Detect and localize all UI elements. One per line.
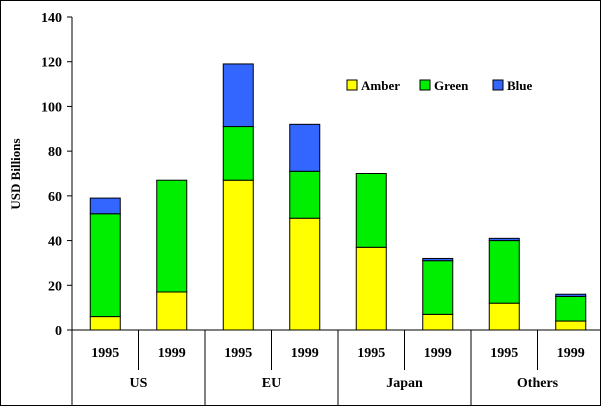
bar-segment-green: [422, 260, 454, 315]
bar-segment-blue: [422, 257, 454, 262]
bar-segment-green: [222, 126, 254, 181]
bar-segment-green: [156, 179, 188, 293]
bar-segment-blue: [555, 293, 587, 297]
x-tick-label: 1995: [357, 346, 385, 361]
x-tick-label: 1999: [557, 346, 585, 361]
legend-swatch-blue: [492, 79, 504, 91]
x-tick-label: 1995: [224, 346, 252, 361]
bar-segment-blue: [289, 123, 321, 172]
legend: Amber Green Blue: [346, 78, 533, 93]
bar-segment-green: [488, 240, 520, 304]
y-axis: 0 20 40 60 80 100 120 140: [41, 11, 73, 339]
y-tick-label: 20: [48, 279, 62, 294]
y-tick-label: 100: [41, 100, 62, 115]
y-tick-label: 120: [41, 56, 62, 71]
y-tick-label: 140: [41, 11, 62, 26]
bar-segment-blue: [89, 197, 121, 215]
x-tick-label: 1999: [291, 346, 319, 361]
x-tick-label: 1995: [91, 346, 119, 361]
group-label: EU: [262, 376, 281, 391]
bars: [89, 63, 587, 331]
y-tick-label: 40: [48, 235, 62, 250]
bar-segment-amber: [222, 179, 254, 331]
bar-segment-green: [355, 173, 387, 248]
bar-segment-green: [89, 213, 121, 318]
x-tick-label: 1995: [490, 346, 518, 361]
legend-label: Amber: [361, 78, 400, 93]
bar-segment-green: [289, 170, 321, 219]
bar-segment-amber: [555, 320, 587, 331]
bar-segment-amber: [289, 217, 321, 331]
bar-segment-amber: [89, 316, 121, 331]
legend-label: Blue: [507, 78, 533, 93]
bar-segment-amber: [422, 313, 454, 331]
y-tick-label: 0: [55, 324, 62, 339]
legend-swatch-amber: [346, 79, 358, 91]
bar-segment-amber: [488, 302, 520, 331]
group-label: Others: [517, 376, 559, 391]
x-axis: 1995 1999 1995 1999 1995 1999 1995 1999 US EU Japa…: [71, 329, 601, 406]
bar-segment-amber: [355, 246, 387, 331]
group-label: Japan: [386, 376, 423, 391]
legend-label: Green: [434, 78, 469, 93]
bar-segment-green: [555, 295, 587, 322]
y-tick-label: 80: [48, 145, 62, 160]
bar-segment-blue: [222, 63, 254, 128]
x-tick-label: 1999: [158, 346, 186, 361]
x-tick-label: 1999: [424, 346, 452, 361]
bar-segment-blue: [488, 237, 520, 242]
group-label: US: [130, 376, 148, 391]
y-axis-label: USD Billions: [8, 138, 23, 209]
y-tick-label: 60: [48, 190, 62, 205]
bar-segment-amber: [156, 291, 188, 331]
legend-swatch-green: [419, 79, 431, 91]
